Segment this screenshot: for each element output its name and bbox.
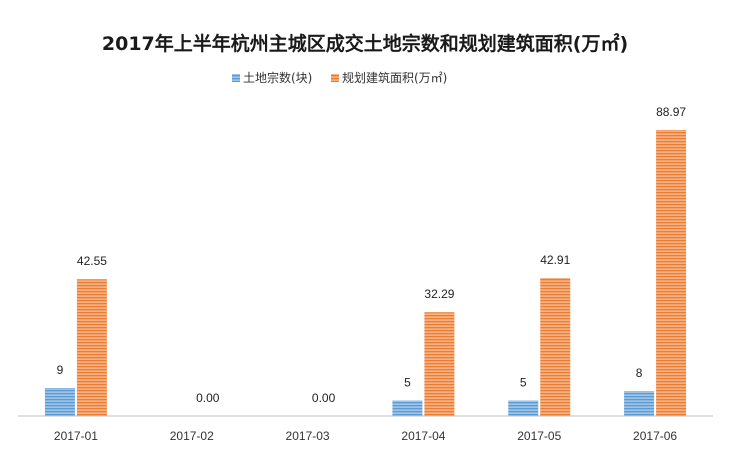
x-tick-label-2017-04: 2017-04 xyxy=(401,429,445,443)
data-label-series-2-2017-02: 0.00 xyxy=(196,391,220,405)
data-label-series-2-2017-04: 32.29 xyxy=(424,287,454,301)
data-label-series-1-2017-01: 9 xyxy=(57,363,64,377)
bar-series-2-2017-04 xyxy=(424,312,455,416)
legend-label-series-1: 土地宗数(块) xyxy=(243,70,312,85)
legend-label-series-2: 规划建筑面积(万㎡) xyxy=(342,70,447,85)
data-label-series-1-2017-05: 5 xyxy=(520,375,527,389)
x-tick-label-2017-06: 2017-06 xyxy=(633,429,677,443)
legend-swatch-series-2 xyxy=(331,74,339,82)
data-label-series-2-2017-01: 42.55 xyxy=(77,254,107,268)
x-tick-label-2017-03: 2017-03 xyxy=(286,429,330,443)
legend-item-series-1: 土地宗数(块) xyxy=(232,70,312,85)
bar-series-1-2017-06 xyxy=(624,391,655,416)
bar-series-1-2017-04 xyxy=(392,400,423,416)
bar-series-1-2017-01 xyxy=(44,388,75,416)
bar-series-1-2017-05 xyxy=(508,400,539,416)
legend-swatch-series-1 xyxy=(232,74,240,82)
data-label-series-2-2017-03: 0.00 xyxy=(312,391,336,405)
data-label-series-2-2017-05: 42.91 xyxy=(540,253,570,267)
x-axis-tick-labels: 2017-01 2017-02 2017-03 2017-04 2017-05 2017-… xyxy=(54,429,678,443)
bar-series-2-2017-05 xyxy=(540,278,571,416)
bars-layer xyxy=(44,130,687,416)
legend: 土地宗数(块) 规划建筑面积(万㎡) xyxy=(232,70,447,85)
data-label-series-2-2017-06: 88.97 xyxy=(656,105,686,119)
bar-series-2-2017-01 xyxy=(76,279,107,416)
x-tick-label-2017-05: 2017-05 xyxy=(517,429,561,443)
data-labels-layer: 9 42.55 0.00 0.00 5 32.29 5 42.91 8 88.97 xyxy=(57,105,687,405)
chart-title: 2017年上半年杭州主城区成交土地宗数和规划建筑面积(万㎡) xyxy=(102,32,628,55)
data-label-series-1-2017-06: 8 xyxy=(636,366,643,380)
data-label-series-1-2017-04: 5 xyxy=(404,375,411,389)
x-tick-label-2017-02: 2017-02 xyxy=(170,429,214,443)
x-tick-label-2017-01: 2017-01 xyxy=(54,429,98,443)
legend-item-series-2: 规划建筑面积(万㎡) xyxy=(331,70,447,85)
bar-series-2-2017-06 xyxy=(656,130,687,416)
